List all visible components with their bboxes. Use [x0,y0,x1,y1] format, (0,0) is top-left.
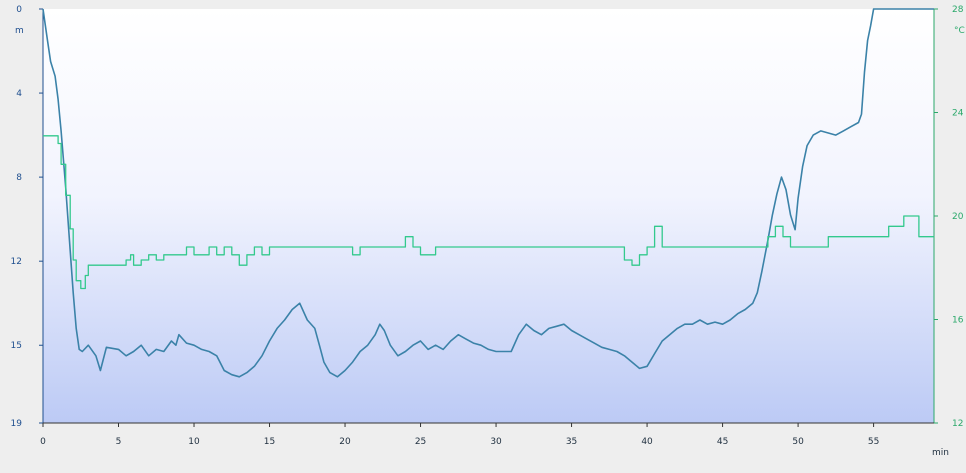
depth-series-line [42,8,934,378]
right-tick-label: 20 [952,212,964,222]
x-tick-label: 20 [339,437,351,447]
x-tick-label: 45 [717,437,728,447]
bottom-axis: 0 5 10 15 20 25 30 35 40 45 50 55 [40,422,934,447]
right-axis: 28 24 20 16 12 [933,5,964,429]
plot-area [43,9,934,423]
right-tick-label: 24 [952,109,964,119]
left-tick-label: 4 [16,89,22,99]
x-tick-label: 25 [415,437,426,447]
left-axis-unit: m [15,26,24,36]
x-tick-label: 15 [264,437,275,447]
x-tick-label: 0 [40,437,46,447]
series-layer [42,8,934,378]
x-tick-label: 40 [641,437,653,447]
left-axis: 0 4 8 12 15 19 [11,5,44,429]
right-tick-label: 16 [952,316,964,326]
temperature-series-line [43,135,934,290]
left-tick-label: 15 [11,341,22,351]
x-tick-label: 55 [868,437,879,447]
left-tick-label: 12 [11,257,22,267]
x-tick-label: 10 [188,437,200,447]
right-tick-label: 28 [952,5,964,15]
left-tick-label: 19 [11,419,23,429]
left-tick-label: 0 [16,5,22,15]
left-tick-label: 8 [16,173,22,183]
x-axis-unit: min [932,448,949,458]
x-tick-label: 50 [792,437,804,447]
x-tick-label: 35 [566,437,577,447]
right-axis-unit: °C [954,26,965,36]
right-tick-label: 12 [952,419,963,429]
x-tick-label: 30 [490,437,502,447]
x-tick-label: 5 [116,437,122,447]
